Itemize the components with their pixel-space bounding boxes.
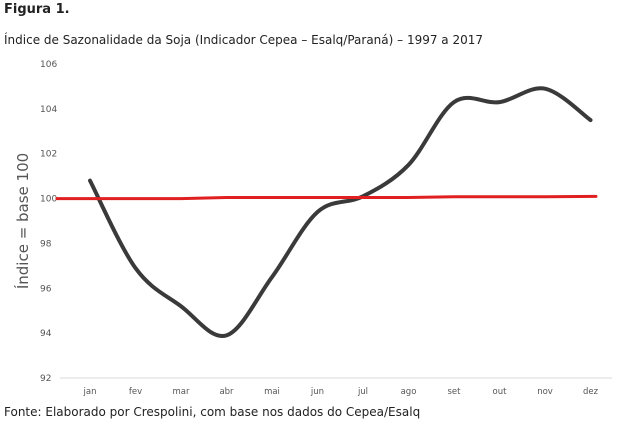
seasonality-index-line: [88, 86, 593, 338]
x-tick-label: mai: [264, 387, 280, 397]
x-tick-label: fev: [129, 387, 142, 397]
y-axis-label: Índice = base 100: [13, 153, 32, 289]
seasonality-chart: 92 94 96 98 100 102 104 106 jan fev mar abr mai jun j…: [13, 60, 612, 397]
base-100-line: [55, 194, 598, 201]
x-tick-label: out: [493, 387, 508, 397]
x-tick-label: jul: [357, 387, 368, 397]
x-tick-label: abr: [219, 387, 234, 397]
y-tick-label: 100: [40, 195, 57, 205]
x-tick-label: set: [448, 387, 462, 397]
y-tick-label: 96: [40, 284, 52, 294]
figure-label: Figura 1.: [4, 2, 70, 17]
y-tick-label: 104: [40, 105, 57, 115]
x-tick-label: jan: [83, 387, 97, 397]
x-tick-label: jun: [310, 387, 324, 397]
x-tick-label: mar: [173, 387, 190, 397]
y-tick-label: 102: [40, 150, 57, 160]
y-tick-label: 94: [40, 329, 52, 339]
x-tick-label: nov: [537, 387, 553, 397]
chart-title: Índice de Sazonalidade da Soja (Indicado…: [4, 33, 484, 47]
y-tick-label: 92: [40, 374, 51, 384]
y-tick-label: 98: [40, 239, 52, 249]
source-note: Fonte: Elaborado por Crespolini, com bas…: [4, 405, 421, 419]
x-tick-label: dez: [583, 387, 599, 397]
x-tick-label: ago: [401, 387, 417, 397]
y-tick-label: 106: [40, 60, 57, 70]
